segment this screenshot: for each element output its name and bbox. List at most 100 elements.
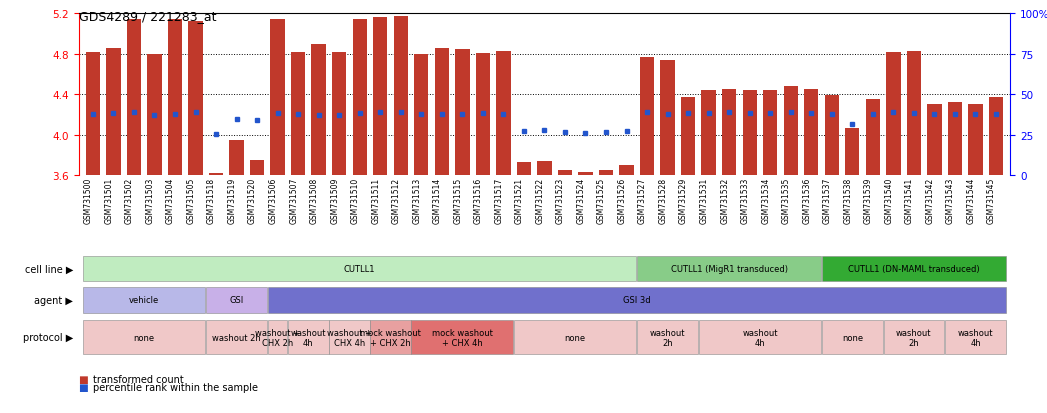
Bar — [148, 55, 161, 176]
Text: vehicle: vehicle — [129, 295, 159, 304]
Bar — [373, 17, 387, 176]
Bar — [208, 173, 223, 176]
Bar — [578, 173, 593, 176]
Bar — [822, 256, 1006, 282]
Bar — [537, 161, 552, 176]
Bar — [945, 320, 1006, 354]
Text: GSM731542: GSM731542 — [926, 178, 934, 224]
Text: washout +
CHX 4h: washout + CHX 4h — [327, 328, 372, 347]
Text: washout
2h: washout 2h — [650, 328, 686, 347]
Text: GSM731528: GSM731528 — [659, 178, 668, 223]
Text: GSM731518: GSM731518 — [207, 178, 216, 223]
Text: GSM731513: GSM731513 — [413, 178, 421, 224]
Bar — [640, 58, 654, 176]
Text: GSM731543: GSM731543 — [945, 178, 955, 224]
Text: GSM731500: GSM731500 — [84, 178, 93, 224]
Text: CUTLL1: CUTLL1 — [344, 264, 376, 273]
Bar — [455, 50, 469, 176]
Text: GSM731519: GSM731519 — [227, 178, 237, 224]
Text: mock washout
+ CHX 2h: mock washout + CHX 2h — [360, 328, 421, 347]
Text: GSM731514: GSM731514 — [432, 178, 442, 224]
Text: ■: ■ — [79, 374, 88, 384]
Bar — [394, 17, 408, 176]
Bar — [311, 45, 326, 176]
Text: GSM731510: GSM731510 — [351, 178, 360, 224]
Text: GSM731521: GSM731521 — [515, 178, 524, 223]
Bar — [127, 19, 141, 176]
Bar — [742, 91, 757, 176]
Text: GSM731522: GSM731522 — [535, 178, 544, 223]
Text: GSM731505: GSM731505 — [186, 178, 196, 224]
Text: GSM731535: GSM731535 — [782, 178, 790, 224]
Text: CUTLL1 (MigR1 transduced): CUTLL1 (MigR1 transduced) — [671, 264, 787, 273]
Text: GSM731516: GSM731516 — [474, 178, 483, 224]
Text: GSM731504: GSM731504 — [166, 178, 175, 224]
Bar — [783, 87, 798, 176]
Text: GSM731507: GSM731507 — [289, 178, 298, 224]
Text: transformed count: transformed count — [93, 374, 184, 384]
Text: GSM731525: GSM731525 — [597, 178, 606, 224]
Text: GSM731531: GSM731531 — [699, 178, 709, 224]
Text: GSM731503: GSM731503 — [146, 178, 155, 224]
Bar — [229, 140, 244, 176]
Text: mock washout
+ CHX 4h: mock washout + CHX 4h — [432, 328, 493, 347]
Text: GSM731517: GSM731517 — [494, 178, 504, 224]
Bar — [250, 160, 264, 176]
Text: GSM731512: GSM731512 — [392, 178, 401, 223]
Bar — [661, 61, 674, 176]
Bar — [435, 49, 449, 176]
Bar — [886, 53, 900, 176]
Bar — [907, 52, 921, 176]
Bar — [620, 166, 633, 176]
Text: none: none — [842, 333, 863, 342]
Text: washout
4h: washout 4h — [958, 328, 994, 347]
Text: GSM731523: GSM731523 — [556, 178, 565, 224]
Text: none: none — [564, 333, 585, 342]
Text: GSM731524: GSM731524 — [577, 178, 585, 224]
Text: GSM731533: GSM731533 — [740, 178, 750, 224]
Text: GSM731509: GSM731509 — [330, 178, 339, 224]
Bar — [638, 320, 698, 354]
Bar — [86, 53, 101, 176]
Text: GSM731527: GSM731527 — [638, 178, 647, 224]
Bar — [722, 90, 736, 176]
Bar — [268, 320, 288, 354]
Text: GSM731520: GSM731520 — [248, 178, 258, 224]
Bar — [106, 49, 120, 176]
Text: GSI: GSI — [229, 295, 244, 304]
Bar — [332, 53, 347, 176]
Text: GSM731526: GSM731526 — [618, 178, 626, 224]
Bar — [371, 320, 410, 354]
Bar — [804, 90, 819, 176]
Bar — [822, 320, 883, 354]
Text: agent ▶: agent ▶ — [35, 295, 73, 305]
Text: GSM731515: GSM731515 — [453, 178, 463, 224]
Bar — [353, 19, 366, 176]
Text: washout 2h: washout 2h — [213, 333, 261, 342]
Text: GSM731511: GSM731511 — [372, 178, 380, 223]
Text: GSM731529: GSM731529 — [680, 178, 688, 224]
Bar — [517, 162, 531, 176]
Bar — [83, 320, 205, 354]
Text: GSM731532: GSM731532 — [720, 178, 729, 224]
Text: washout
4h: washout 4h — [291, 328, 327, 347]
Bar — [638, 256, 821, 282]
Text: GSI 3d: GSI 3d — [623, 295, 650, 304]
Bar — [188, 21, 203, 176]
Text: washout +
CHX 2h: washout + CHX 2h — [255, 328, 300, 347]
Bar — [825, 96, 839, 176]
Text: GSM731541: GSM731541 — [905, 178, 914, 224]
Bar — [288, 320, 329, 354]
Bar — [514, 320, 637, 354]
Bar — [83, 256, 637, 282]
Bar — [291, 53, 306, 176]
Text: GSM731538: GSM731538 — [843, 178, 852, 224]
Text: GSM731502: GSM731502 — [125, 178, 134, 224]
Bar — [599, 171, 614, 176]
Bar — [411, 320, 513, 354]
Text: GSM731537: GSM731537 — [823, 178, 831, 224]
Text: GSM731545: GSM731545 — [987, 178, 996, 224]
Text: GSM731506: GSM731506 — [269, 178, 277, 224]
Bar — [83, 287, 205, 313]
Bar — [681, 98, 695, 176]
